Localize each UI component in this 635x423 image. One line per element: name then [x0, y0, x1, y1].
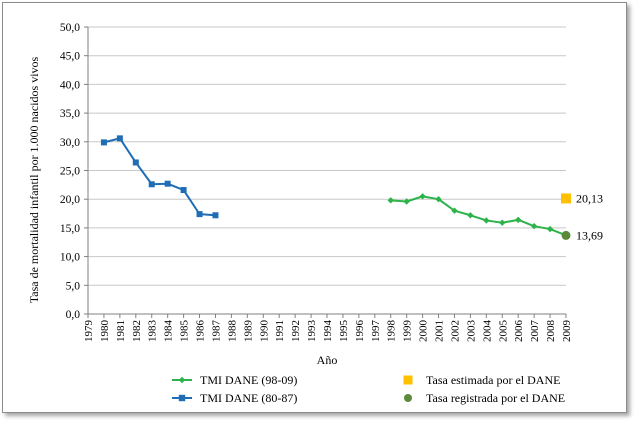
legend-item: TMI DANE (80-87) — [172, 391, 297, 405]
x-tick-label: 2005 — [497, 320, 509, 343]
legend-marker — [403, 375, 413, 385]
legend-item: TMI DANE (98-09) — [172, 373, 297, 387]
y-tick-label: 35,0 — [60, 108, 80, 120]
x-tick-label: 1984 — [163, 320, 175, 343]
x-tick-label: 2006 — [513, 320, 525, 343]
data-point — [499, 219, 506, 226]
y-tick-label: 50,0 — [60, 22, 80, 34]
y-tick-label: 5,0 — [66, 280, 81, 292]
legend-marker — [404, 394, 412, 402]
legend-label: Tasa estimada por el DANE — [426, 373, 560, 387]
x-tick-label: 2000 — [418, 320, 430, 343]
data-point — [212, 212, 219, 219]
data-point — [451, 207, 458, 214]
data-point — [467, 212, 474, 219]
data-point — [530, 222, 538, 230]
data-point — [561, 193, 571, 204]
x-tick-label: 1983 — [147, 320, 159, 343]
gridlines — [88, 26, 566, 286]
data-point — [483, 217, 490, 224]
x-tick-label: 1994 — [322, 320, 334, 343]
x-tick-label: 1991 — [274, 320, 286, 342]
x-tick-label: 1986 — [195, 320, 207, 343]
chart-frame — [2, 2, 627, 413]
data-point — [100, 139, 107, 146]
x-tick-label: 1993 — [306, 320, 318, 343]
x-tick-label: 1996 — [354, 320, 366, 343]
y-tick-label: 40,0 — [60, 79, 80, 91]
data-points — [100, 135, 571, 240]
x-tick-label: 2007 — [529, 320, 541, 343]
x-tick-label: 1998 — [386, 320, 398, 343]
x-tick-label: 2002 — [449, 320, 461, 342]
x-tick-label: 1989 — [242, 320, 254, 343]
data-point — [116, 135, 123, 142]
x-tick-labels: 1979 1980 1981 1982 1983 1984 1985 1986 1987 1988… — [83, 320, 573, 343]
x-tick-label: 1992 — [290, 320, 302, 342]
legend-label: TMI DANE (80-87) — [200, 391, 297, 405]
legend-marker — [178, 394, 186, 402]
y-tick-label: 25,0 — [60, 166, 80, 178]
y-tick-label: 20,0 — [60, 194, 80, 206]
data-point — [164, 180, 171, 187]
x-tick-label: 1987 — [210, 320, 222, 343]
y-tick-label: 0,0 — [66, 309, 81, 321]
data-label: 20,13 — [576, 191, 603, 205]
x-tick-label: 1982 — [131, 320, 143, 342]
data-point — [515, 216, 522, 224]
data-point — [132, 159, 139, 166]
x-tick-label: 1990 — [258, 320, 270, 343]
x-tick-label: 1981 — [115, 320, 127, 342]
data-label: 13,69 — [576, 228, 603, 242]
x-tick-label: 2004 — [481, 320, 493, 343]
y-tick-label: 15,0 — [60, 223, 80, 235]
data-point — [561, 230, 571, 240]
y-axis-label: Tasa de mortalidad infantil por 1.000 na… — [27, 56, 41, 303]
y-tick-labels: 0,0 5,0 10,0 15,0 20,0 25,0 30,0 35,0 40,0 45,0 50… — [60, 22, 80, 321]
x-tick-label: 1980 — [99, 320, 111, 343]
series-layer — [103, 137, 567, 237]
x-tick-label: 2003 — [465, 320, 477, 343]
data-point — [403, 198, 410, 205]
x-tick-label: 2008 — [545, 320, 557, 343]
axes — [84, 26, 567, 318]
x-tick-label: 2009 — [561, 320, 573, 343]
data-point — [180, 187, 187, 194]
data-point — [419, 193, 426, 200]
x-axis-label: Año — [317, 353, 338, 367]
y-tick-label: 30,0 — [60, 137, 80, 149]
y-tick-label: 45,0 — [60, 51, 80, 63]
x-tick-label: 1999 — [402, 320, 414, 343]
x-tick-label: 1988 — [226, 320, 238, 343]
x-tick-label: 1995 — [338, 320, 350, 343]
data-point — [148, 181, 155, 188]
x-tick-label: 2001 — [434, 320, 446, 342]
legend-item: Tasa estimada por el DANE — [403, 373, 560, 387]
data-point — [196, 211, 203, 218]
legend-marker — [178, 376, 186, 384]
legend: TMI DANE (98-09) TMI DANE (80-87) Tasa est… — [172, 373, 565, 405]
data-point — [387, 197, 394, 204]
x-tick-label: 1985 — [179, 320, 191, 343]
y-tick-label: 10,0 — [60, 252, 80, 264]
data-point — [546, 225, 554, 233]
x-tick-label: 1997 — [370, 320, 382, 343]
x-tick-label: 1979 — [83, 320, 95, 343]
data-point — [435, 196, 442, 203]
series-line — [390, 195, 567, 237]
data-labels: 20,13 13,69 — [576, 191, 603, 242]
legend-label: TMI DANE (98-09) — [200, 373, 297, 387]
legend-item: Tasa registrada por el DANE — [404, 391, 565, 405]
legend-label: Tasa registrada por el DANE — [426, 391, 565, 405]
series-line — [103, 137, 216, 217]
